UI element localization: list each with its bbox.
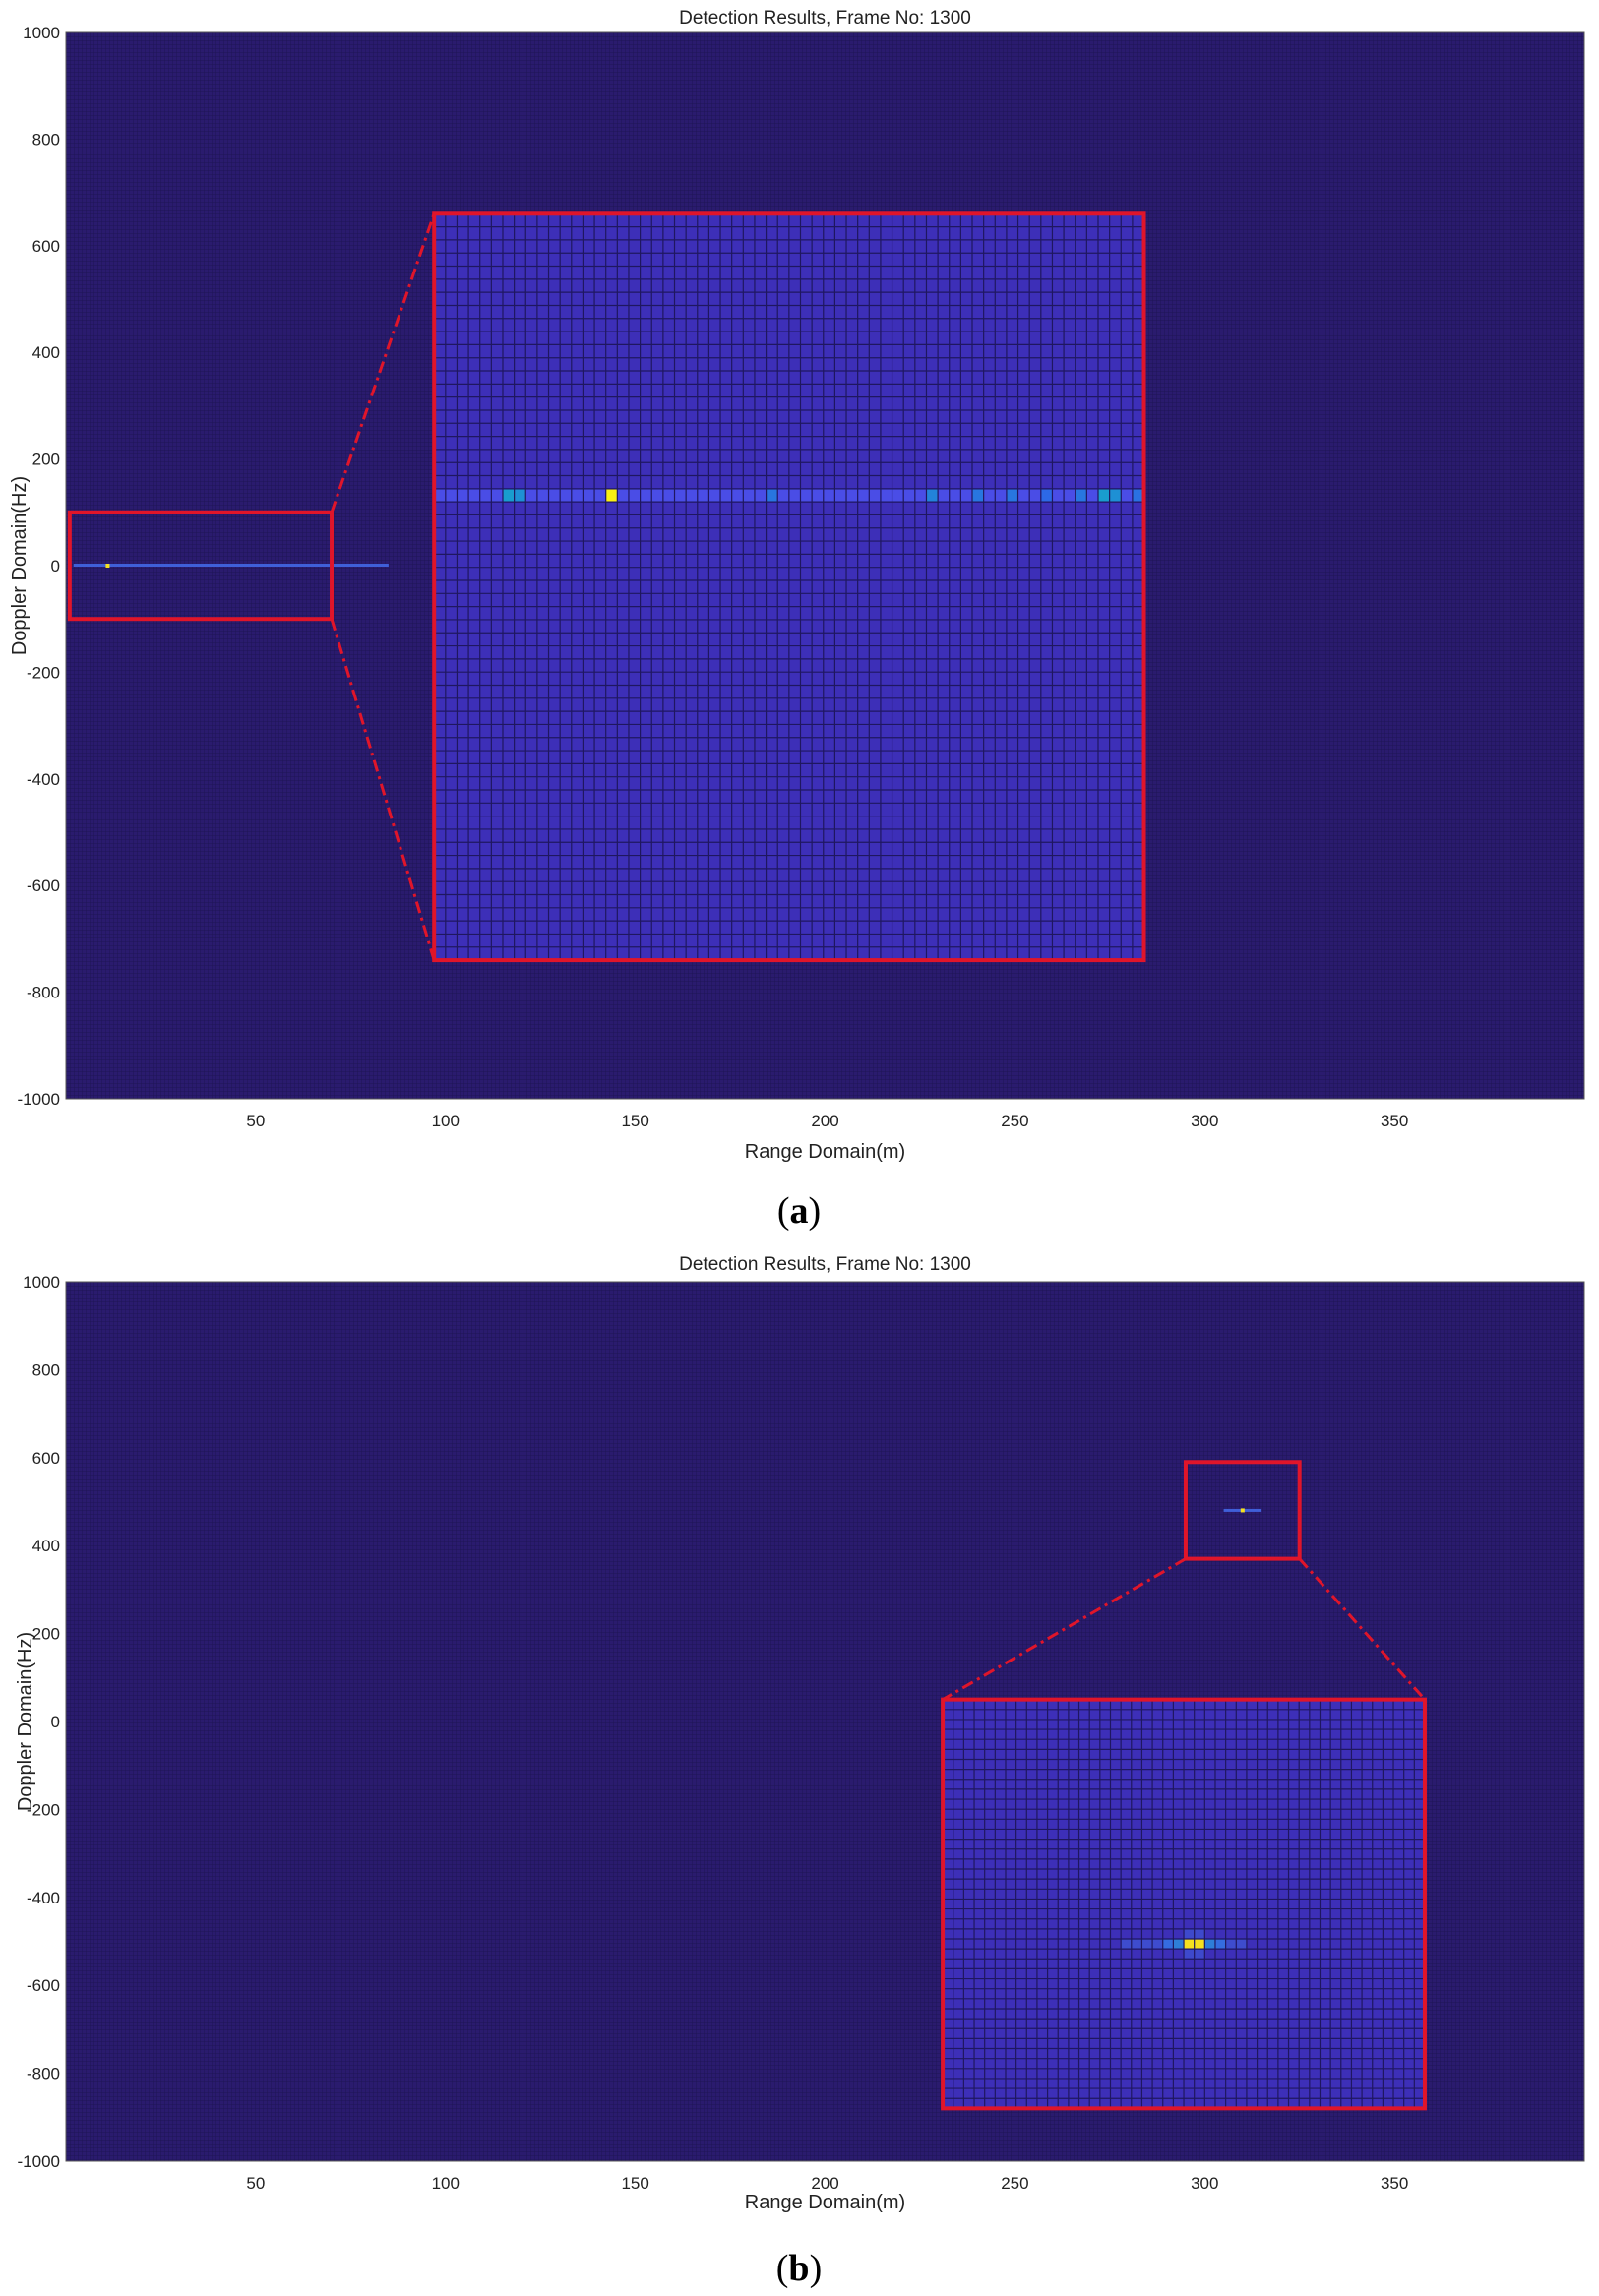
x-axis-label: Range Domain(m) [745, 1141, 905, 1163]
x-tick-label: 50 [246, 2174, 265, 2193]
y-tick-label: 600 [32, 1449, 60, 1468]
inset-highlight-cell [1109, 488, 1122, 503]
y-tick-label: 800 [32, 1360, 60, 1379]
chart-panel-a: 50 100 150 200 250 300 350 1000 800 600 400 200 0 -20… [9, 8, 1585, 1232]
zoom-connector-line [942, 1557, 1187, 1701]
y-tick-label: 200 [32, 1625, 60, 1644]
inset-border [432, 211, 1146, 963]
x-tick-label: 200 [811, 2174, 838, 2193]
inset-highlight-cell [605, 488, 618, 503]
y-tick-label: -200 [27, 663, 60, 682]
y-tick-label: -800 [27, 984, 60, 1002]
zoom-connector-line [1298, 1557, 1427, 1701]
y-tick-label: 600 [32, 237, 60, 256]
y-tick-label: 400 [32, 1537, 60, 1555]
inset-highlight-cell [766, 488, 778, 503]
inset-highlight-cell [972, 488, 984, 503]
y-tick-label: 800 [32, 130, 60, 149]
y-tick-label: -800 [27, 2065, 60, 2084]
y-tick-label: -1000 [18, 2152, 60, 2171]
y-tick-label: -400 [27, 1889, 60, 1907]
peak-cell [105, 564, 110, 568]
y-tick-label: -600 [27, 876, 60, 895]
y-axis-label: Doppler Domain(Hz) [9, 476, 31, 655]
zoom-source-box [67, 510, 335, 622]
axes-frame [65, 31, 1585, 1100]
x-tick-label: 350 [1381, 2174, 1408, 2193]
inset-border [941, 1697, 1427, 2111]
target-trace [73, 564, 389, 567]
panel-label: (b) [776, 2248, 822, 2289]
chart-title: Detection Results, Frame No: 1300 [679, 1254, 971, 1275]
zoom-inset [432, 211, 1146, 963]
x-tick-label: 200 [811, 1112, 838, 1130]
y-tick-label: -400 [27, 770, 60, 789]
y-axis-label: Doppler Domain(Hz) [15, 1632, 36, 1811]
inset-highlight-cell [926, 488, 939, 503]
chart-title: Detection Results, Frame No: 1300 [679, 8, 971, 29]
zoom-source-box [1183, 1460, 1302, 1561]
y-tick-label: -1000 [18, 1090, 60, 1109]
y-tick-label: 1000 [23, 24, 60, 42]
inset-highlight-cell [502, 488, 515, 503]
inset-highlight-cell [1097, 488, 1110, 503]
y-tick-label: 1000 [23, 1273, 60, 1292]
inset-highlight-cell [1132, 488, 1144, 503]
x-tick-label: 50 [246, 1112, 265, 1130]
x-tick-label: 150 [621, 1112, 648, 1130]
chart-panel-b: 50 100 150 200 250 300 350 1000 800 600 400 200 0 -20… [15, 1254, 1585, 2289]
x-tick-label: 150 [621, 2174, 648, 2193]
inset-highlight-cell [514, 488, 526, 503]
panel-letter: a [790, 1190, 809, 1232]
zoom-inset [941, 1697, 1427, 2111]
y-tick-label: 0 [51, 1713, 60, 1731]
panel-letter: b [788, 2248, 809, 2289]
y-tick-label: 400 [32, 343, 60, 362]
x-axis-label: Range Domain(m) [745, 2192, 905, 2213]
x-tick-label: 300 [1191, 2174, 1218, 2193]
x-tick-label: 350 [1381, 1112, 1408, 1130]
x-tick-label: 300 [1191, 1112, 1218, 1130]
zoom-connector-line [330, 618, 436, 961]
y-tick-label: 200 [32, 451, 60, 469]
y-tick-label: -200 [27, 1800, 60, 1819]
inset-highlight-cell [1075, 488, 1087, 503]
inset-highlight-cell [1006, 488, 1018, 503]
x-tick-label: 250 [1001, 2174, 1028, 2193]
peak-cell [1240, 1508, 1245, 1513]
y-tick-label: 0 [51, 557, 60, 575]
x-tick-label: 100 [432, 2174, 460, 2193]
inset-highlight-cell [1040, 488, 1053, 503]
x-tick-label: 100 [432, 1112, 460, 1130]
panel-label: (a) [777, 1190, 821, 1232]
axes-frame [65, 1281, 1585, 2162]
y-tick-label: -600 [27, 1976, 60, 1995]
zoom-connector-line [330, 212, 436, 514]
x-tick-label: 250 [1001, 1112, 1028, 1130]
